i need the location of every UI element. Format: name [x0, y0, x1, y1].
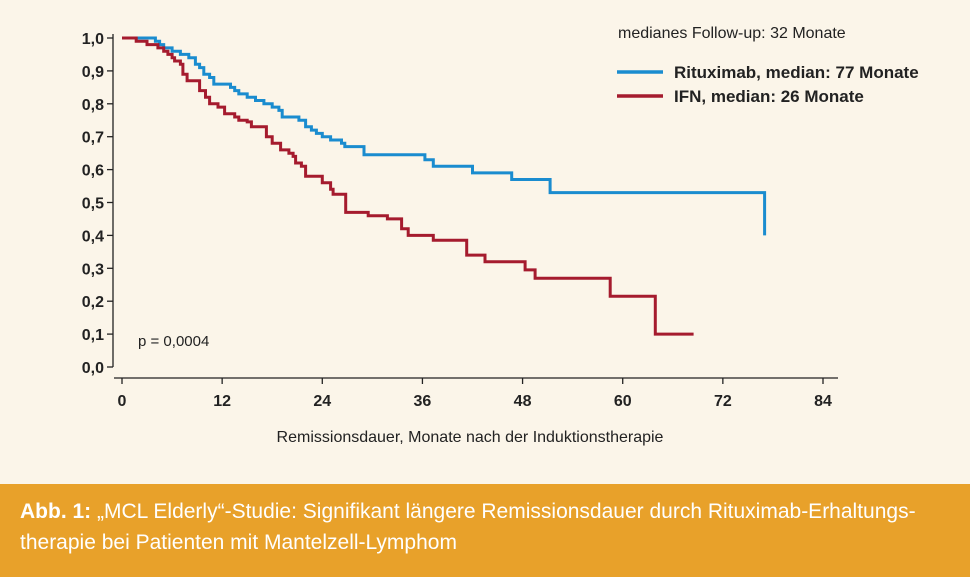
caption-text: „MCL Elderly“-Studie: Signifikant länger…	[20, 500, 916, 554]
x-tick-label: 0	[118, 393, 127, 410]
series-line-rituximab	[122, 36, 767, 236]
x-tick-label: 60	[614, 393, 632, 410]
y-tick-label: 0,5	[82, 196, 104, 213]
y-tick-label: 0,4	[82, 228, 104, 245]
x-tick-label: 84	[814, 393, 832, 410]
y-tick-label: 0,3	[82, 261, 104, 278]
x-tick-label: 12	[213, 393, 231, 410]
y-tick-label: 0,0	[82, 360, 104, 377]
series-line-ifn	[122, 36, 694, 336]
caption-label: Abb. 1:	[20, 500, 92, 523]
legend-label: Rituximab, median: 77 Monate	[674, 63, 919, 82]
x-axis-label: Remissionsdauer, Monate nach der Indukti…	[277, 429, 664, 446]
x-tick-label: 36	[414, 393, 432, 410]
legend: Rituximab, median: 77 Monate IFN, median:…	[617, 63, 919, 106]
x-tick-label: 24	[313, 393, 331, 410]
y-tick-label: 0,6	[82, 163, 104, 180]
p-value-annotation: p = 0,0004	[138, 333, 209, 350]
y-tick-label: 0,7	[82, 130, 104, 147]
legend-label: IFN, median: 26 Monate	[674, 87, 864, 106]
survival-chart: 0,0 0,1 0,2 0,3 0,4 0,5 0,6 0,7 0,8 0,9 1,0 0 12 24 3…	[82, 25, 919, 446]
y-tick-label: 0,8	[82, 97, 104, 114]
x-tick-label: 48	[514, 393, 532, 410]
y-tick-label: 0,9	[82, 64, 104, 81]
y-tick-label: 0,2	[82, 294, 104, 311]
figure-caption: Abb. 1: „MCL Elderly“-Studie: Signifikan…	[0, 484, 970, 577]
x-tick-label: 72	[714, 393, 732, 410]
y-tick-label: 0,1	[82, 327, 104, 344]
y-tick-label: 1,0	[82, 31, 104, 48]
chart-area: 0,0 0,1 0,2 0,3 0,4 0,5 0,6 0,7 0,8 0,9 1,0 0 12 24 3…	[82, 25, 919, 446]
legend-header: medianes Follow-up: 32 Monate	[618, 25, 846, 42]
